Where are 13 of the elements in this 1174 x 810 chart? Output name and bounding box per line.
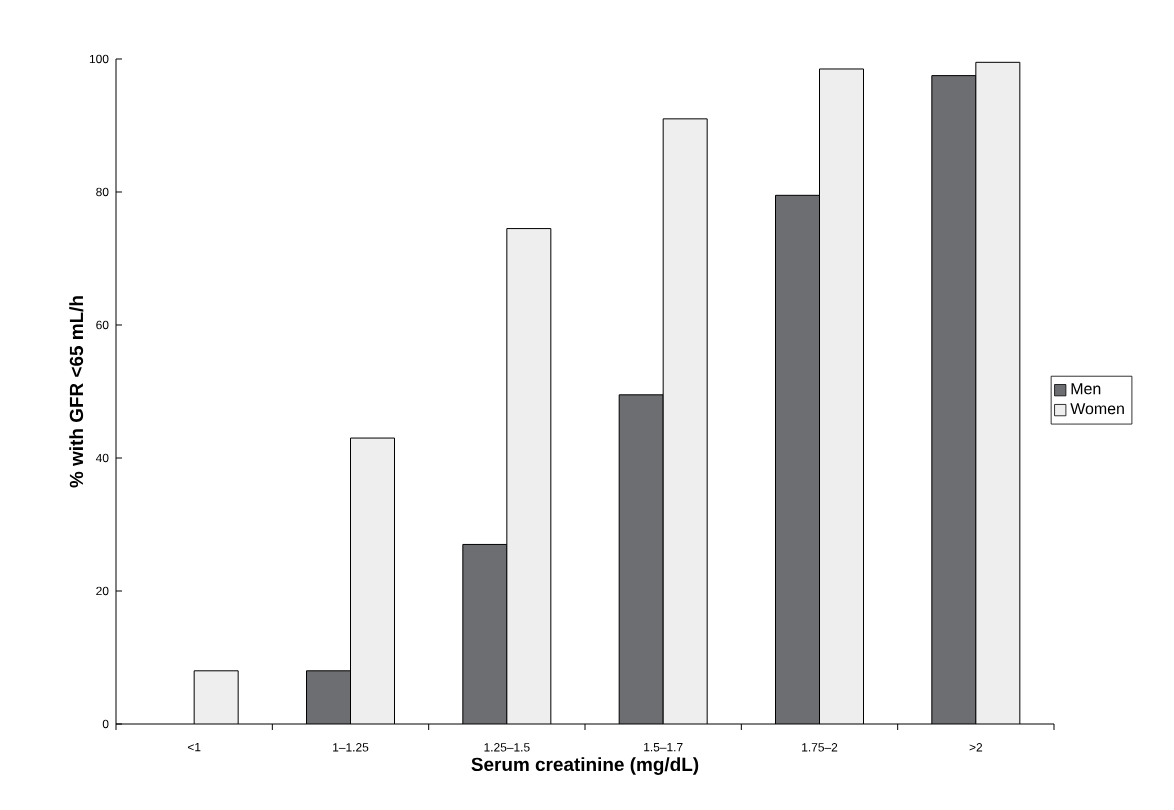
bar — [663, 118, 708, 724]
x-axis-title: Serum creatinine (mg/dL) — [471, 757, 699, 775]
bar — [306, 670, 351, 724]
bar — [350, 438, 395, 724]
bar — [194, 670, 239, 724]
bar — [462, 544, 507, 724]
y-axis-title: % with GFR <65 mL/h — [69, 296, 84, 488]
bar — [619, 394, 664, 724]
bar — [931, 75, 977, 724]
bar — [819, 68, 864, 724]
bar — [506, 228, 551, 724]
bar — [775, 195, 820, 724]
bar — [975, 61, 1021, 724]
